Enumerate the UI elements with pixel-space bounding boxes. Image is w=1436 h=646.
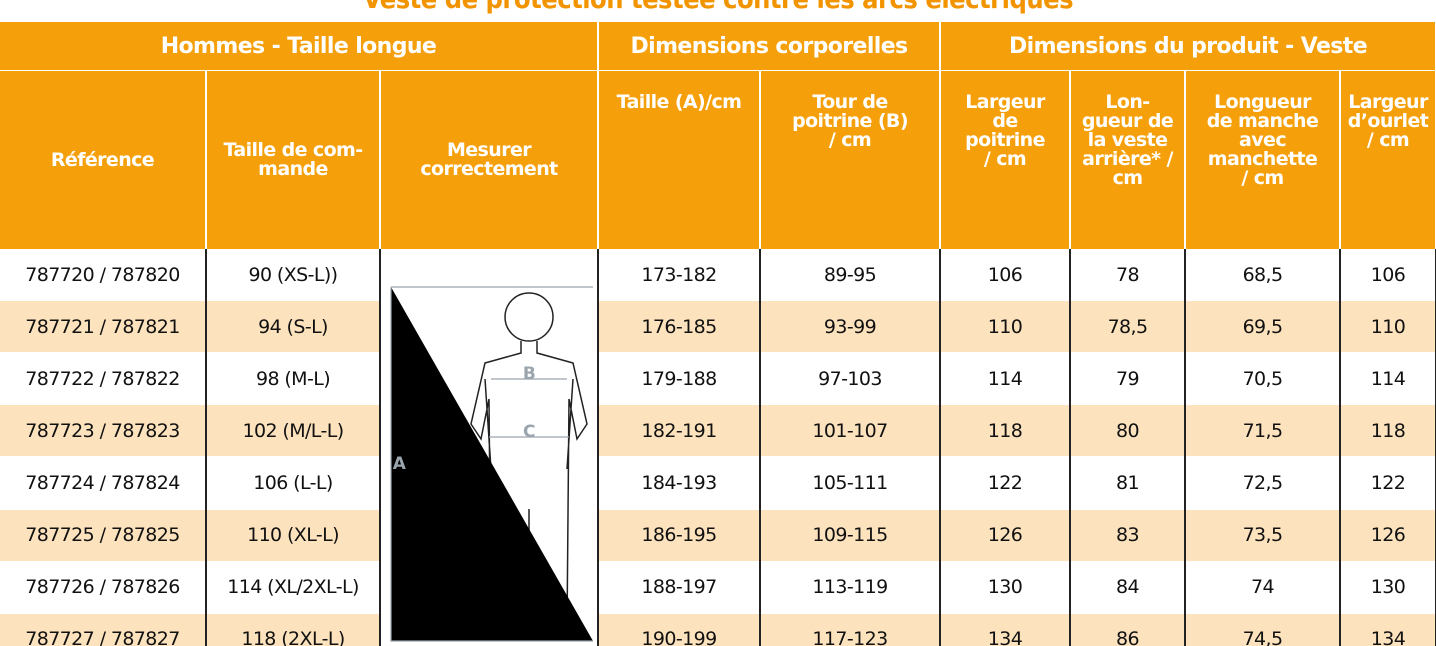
table-body: 787720 / 787820 90 (XS-L)) A B C 173-182 89-95… (0, 249, 1436, 646)
cell: 134 (940, 613, 1072, 646)
cell: 787720 / 787820 (0, 249, 207, 302)
figure-label: A (393, 454, 407, 474)
cell: 130 (1340, 561, 1436, 614)
cell: 114 (XL/2XL-L) (206, 561, 381, 614)
column-header: Taille de com- mande (206, 70, 381, 249)
column-header: Référence (0, 70, 207, 249)
column-header: Tour de poitrine (B) / cm (760, 70, 942, 249)
cell: 105-111 (760, 456, 942, 510)
cell: 109-115 (760, 509, 942, 562)
cell: 110 (XL-L) (206, 509, 381, 562)
cell: 102 (M/L-L) (206, 404, 381, 458)
cell: 114 (1340, 352, 1436, 406)
cell: 83 (1070, 509, 1187, 562)
cell: 69,5 (1185, 300, 1342, 354)
cell: 80 (1070, 404, 1187, 458)
group-header: Hommes - Taille longue (0, 22, 599, 71)
cell: 179-188 (598, 352, 761, 406)
cell: 72,5 (1185, 456, 1342, 510)
cell: 68,5 (1185, 249, 1342, 302)
cell: 78 (1070, 249, 1187, 302)
size-table: Hommes - Taille longue Dimensions corpor… (0, 22, 1436, 646)
figure-label: C (523, 422, 535, 442)
cell: 117-123 (760, 613, 942, 646)
cell: 106 (940, 249, 1072, 302)
cell: 173-182 (598, 249, 761, 302)
cell: 184-193 (598, 456, 761, 510)
cell: 78,5 (1070, 300, 1187, 354)
cell: 94 (S-L) (206, 300, 381, 354)
cell: 787723 / 787823 (0, 404, 207, 458)
table-row: 787726 / 787826 114 (XL/2XL-L) 188-197 113-… (0, 561, 1436, 614)
cell: 79 (1070, 352, 1187, 406)
column-header: Largeur de poitrine / cm (940, 70, 1072, 249)
cell: 89-95 (760, 249, 942, 302)
cell: 134 (1340, 613, 1436, 646)
cell: 118 (1340, 404, 1436, 458)
column-header: Longueur de manche avec manchette / cm (1185, 70, 1342, 249)
table-row: 787727 / 787827 118 (2XL-L) 190-199 117-123… (0, 613, 1436, 646)
cell: 182-191 (598, 404, 761, 458)
group-header: Dimensions corporelles (598, 22, 942, 71)
table-row: 787723 / 787823 102 (M/L-L) 182-191 101-107… (0, 404, 1436, 458)
cell: 118 (940, 404, 1072, 458)
cell: 86 (1070, 613, 1187, 646)
cell: 122 (1340, 456, 1436, 510)
cell: 186-195 (598, 509, 761, 562)
cell: 126 (940, 509, 1072, 562)
cell: 126 (1340, 509, 1436, 562)
cell: 93-99 (760, 300, 942, 354)
cell: 70,5 (1185, 352, 1342, 406)
cell: 73,5 (1185, 509, 1342, 562)
cell: 113-119 (760, 561, 942, 614)
cell: 787721 / 787821 (0, 300, 207, 354)
figure-cell: A B C (380, 249, 599, 646)
cell: 122 (940, 456, 1072, 510)
cell: 110 (940, 300, 1072, 354)
cell: 101-107 (760, 404, 942, 458)
cell: 787722 / 787822 (0, 352, 207, 406)
column-header: Taille (A)/cm (598, 70, 761, 249)
cell: 118 (2XL-L) (206, 613, 381, 646)
table-row: 787724 / 787824 106 (L-L) 184-193 105-111 12… (0, 456, 1436, 510)
group-row: Hommes - Taille longue Dimensions corpor… (0, 22, 1436, 71)
cell: 81 (1070, 456, 1187, 510)
body-figure: A B C (390, 286, 593, 642)
column-row: Référence Taille de com- mande Mesurer c… (0, 70, 1436, 249)
table-row: 787725 / 787825 110 (XL-L) 186-195 109-115 1… (0, 509, 1436, 562)
column-header: Largeur d’ourlet / cm (1340, 70, 1436, 249)
cell: 110 (1340, 300, 1436, 354)
cell: 106 (L-L) (206, 456, 381, 510)
title: Veste de protection testée contre les ar… (0, 0, 1436, 15)
cell: 97-103 (760, 352, 942, 406)
cell: 84 (1070, 561, 1187, 614)
cell: 114 (940, 352, 1072, 406)
cell: 106 (1340, 249, 1436, 302)
cell: 787725 / 787825 (0, 509, 207, 562)
cell: 176-185 (598, 300, 761, 354)
table-row: 787721 / 787821 94 (S-L) 176-185 93-99 110 78… (0, 300, 1436, 354)
cell: 74 (1185, 561, 1342, 614)
cell: 90 (XS-L)) (206, 249, 381, 302)
cell: 130 (940, 561, 1072, 614)
cell: 71,5 (1185, 404, 1342, 458)
table-row: 787722 / 787822 98 (M-L) 179-188 97-103 114 7… (0, 352, 1436, 406)
cell: 98 (M-L) (206, 352, 381, 406)
cell: 787724 / 787824 (0, 456, 207, 510)
figure-label: B (523, 364, 535, 384)
column-header: Lon- gueur de la veste arrière* / cm (1070, 70, 1187, 249)
column-header: Mesurer correctement (380, 70, 599, 249)
cell: 787726 / 787826 (0, 561, 207, 614)
cell: 188-197 (598, 561, 761, 614)
group-header: Dimensions du produit - Veste (940, 22, 1436, 71)
cell: 74,5 (1185, 613, 1342, 646)
cell: 787727 / 787827 (0, 613, 207, 646)
table-row: 787720 / 787820 90 (XS-L)) A B C 173-182 89-95… (0, 249, 1436, 646)
cell: 190-199 (598, 613, 761, 646)
